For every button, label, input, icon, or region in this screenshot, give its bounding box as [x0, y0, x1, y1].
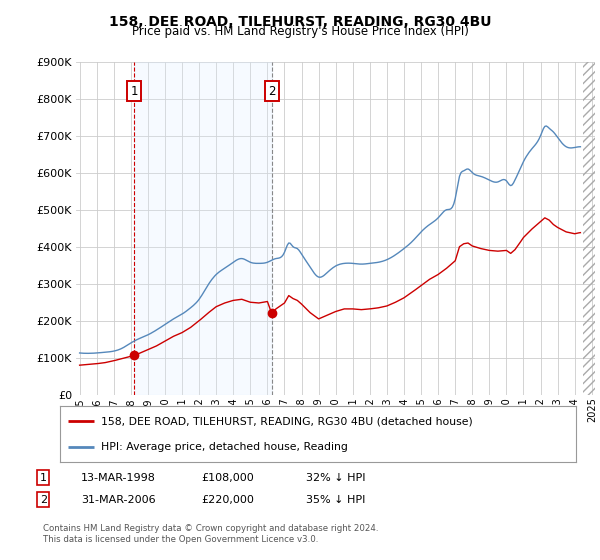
Text: 1: 1 [40, 473, 47, 483]
Bar [134, 62, 272, 395]
Text: 31-MAR-2006: 31-MAR-2006 [81, 494, 155, 505]
Text: 2: 2 [40, 494, 47, 505]
Bar [583, 62, 595, 395]
Text: 1: 1 [131, 85, 138, 97]
Text: 13-MAR-1998: 13-MAR-1998 [81, 473, 156, 483]
Text: 158, DEE ROAD, TILEHURST, READING, RG30 4BU (detached house): 158, DEE ROAD, TILEHURST, READING, RG30 … [101, 416, 473, 426]
Text: Contains HM Land Registry data © Crown copyright and database right 2024.
This d: Contains HM Land Registry data © Crown c… [43, 524, 379, 544]
Text: £220,000: £220,000 [201, 494, 254, 505]
Text: 32% ↓ HPI: 32% ↓ HPI [306, 473, 365, 483]
Text: £108,000: £108,000 [201, 473, 254, 483]
Text: 158, DEE ROAD, TILEHURST, READING, RG30 4BU: 158, DEE ROAD, TILEHURST, READING, RG30 … [109, 15, 491, 29]
Text: HPI: Average price, detached house, Reading: HPI: Average price, detached house, Read… [101, 442, 348, 452]
Text: 35% ↓ HPI: 35% ↓ HPI [306, 494, 365, 505]
Text: Price paid vs. HM Land Registry's House Price Index (HPI): Price paid vs. HM Land Registry's House … [131, 25, 469, 38]
Text: 2: 2 [268, 85, 275, 97]
